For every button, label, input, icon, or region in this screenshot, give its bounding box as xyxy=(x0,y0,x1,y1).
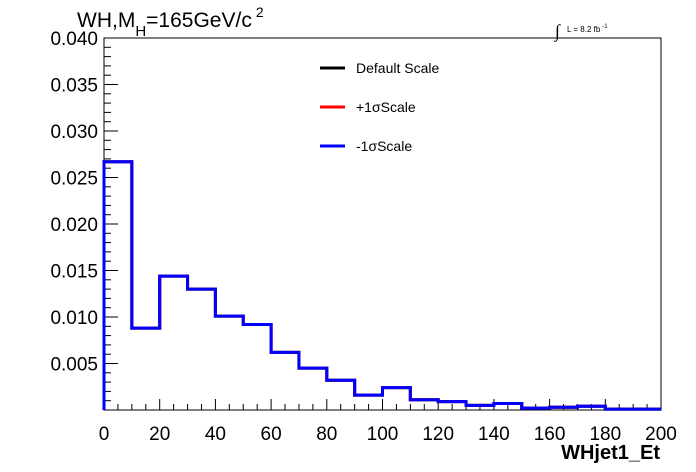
y-axis: 0.005 0.010 0.015 0.020 0.025 0.030 0.035 0.040 xyxy=(50,29,118,402)
y-tick-label: 0.035 xyxy=(50,76,98,97)
y-tick-label: 0.020 xyxy=(50,215,98,236)
legend-label: -1σScale xyxy=(356,138,412,154)
x-tick-label: 120 xyxy=(422,424,454,445)
legend: Default Scale +1σScale -1σScale xyxy=(320,60,439,154)
integral-symbol: ∫ xyxy=(554,21,561,42)
x-axis-label: WHjet1_Et xyxy=(561,442,660,464)
x-tick-label: 140 xyxy=(478,424,510,445)
legend-label: Default Scale xyxy=(356,60,439,76)
plot-frame xyxy=(103,37,662,411)
series-layer xyxy=(102,160,661,411)
luminosity-label: L = 8.2 fb -1 xyxy=(567,24,608,34)
x-tick-label: 80 xyxy=(316,424,337,445)
chart-title: WH,MH=165GeV/c 2 xyxy=(77,4,264,40)
x-tick-label: 180 xyxy=(589,424,621,445)
y-tick-label: 0.030 xyxy=(50,122,98,143)
x-tick-label: 60 xyxy=(261,424,282,445)
series-line-3 xyxy=(102,160,661,411)
legend-label: +1σScale xyxy=(356,99,416,115)
x-tick-label: 0 xyxy=(99,424,110,445)
y-tick-label: 0.005 xyxy=(50,355,98,376)
x-tick-label: 20 xyxy=(149,424,170,445)
y-tick-label: 0.015 xyxy=(50,262,98,283)
y-tick-label: 0.010 xyxy=(50,308,98,329)
x-tick-label: 160 xyxy=(534,424,566,445)
y-tick-label: 0.025 xyxy=(50,169,98,190)
x-tick-label: 200 xyxy=(645,424,677,445)
x-tick-label: 100 xyxy=(367,424,399,445)
x-axis: 0 20 40 60 80 100 120 140 160 180 200 xyxy=(99,399,677,445)
x-tick-label: 40 xyxy=(205,424,226,445)
y-tick-label: 0.040 xyxy=(50,29,98,50)
